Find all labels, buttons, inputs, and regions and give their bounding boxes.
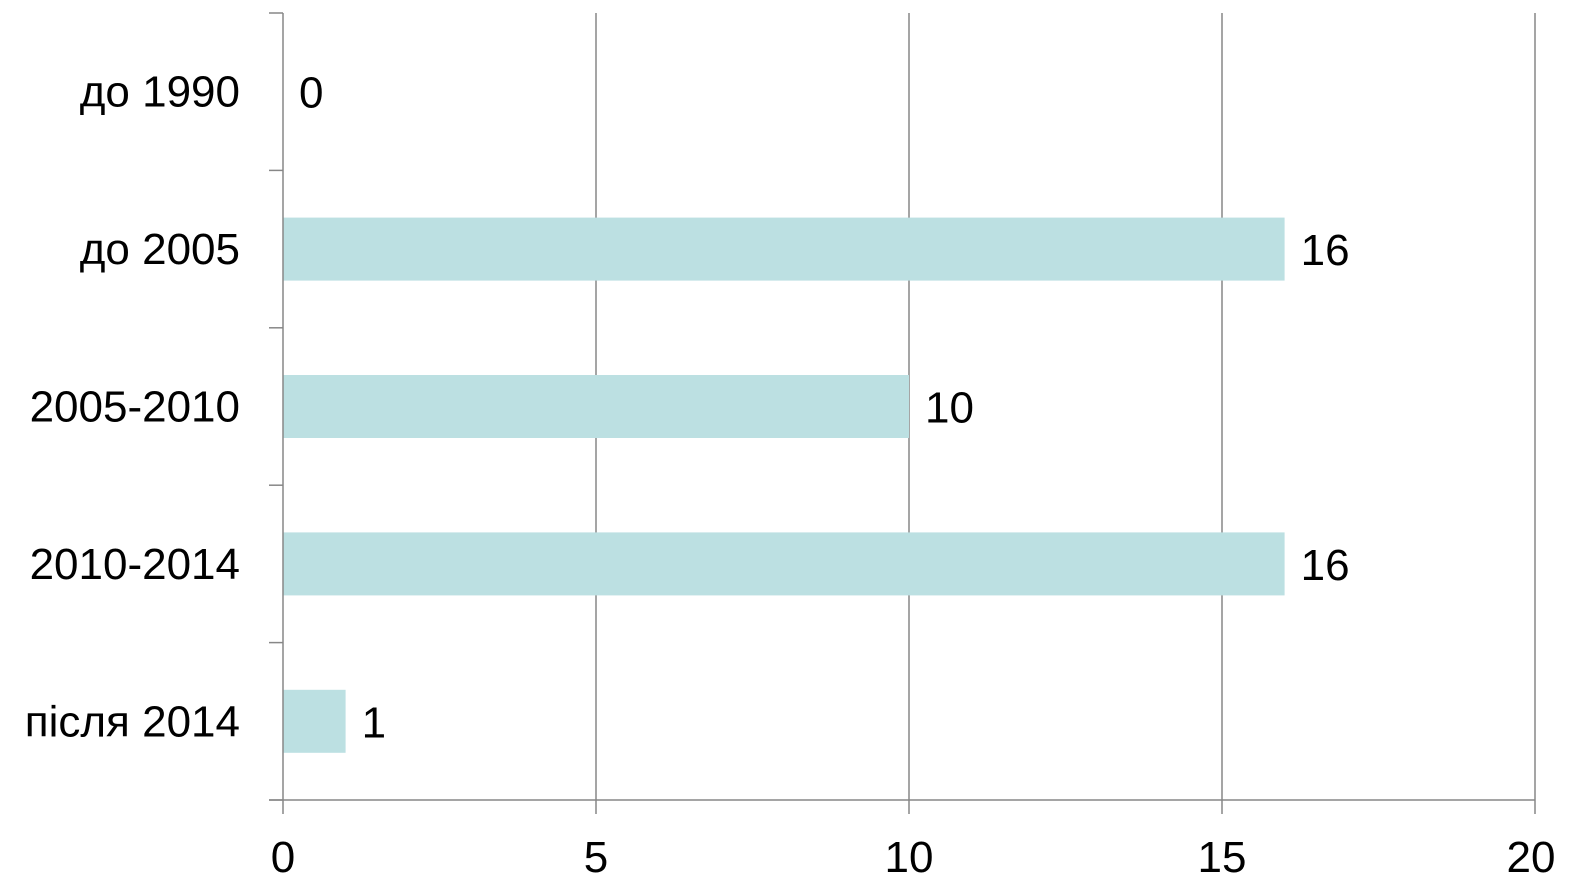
x-tick-label: 5	[584, 833, 608, 881]
category-label: 2005-2010	[30, 383, 240, 432]
bars	[283, 217, 1285, 753]
data-label: 0	[299, 69, 323, 118]
data-label: 16	[1301, 226, 1350, 275]
data-label: 10	[925, 384, 974, 433]
category-label: 2010-2014	[30, 540, 240, 589]
bar-3	[283, 532, 1285, 596]
data-label: 1	[362, 698, 386, 747]
x-tick-label: 15	[1198, 833, 1247, 881]
bar-4	[283, 689, 346, 753]
bar-2	[283, 375, 909, 438]
bar-1	[283, 217, 1285, 281]
x-tick-label: 20	[1507, 833, 1556, 881]
axes	[269, 12, 1536, 814]
x-tick-label: 10	[885, 833, 934, 881]
category-label: до 2005	[80, 225, 240, 274]
category-label: до 1990	[80, 68, 240, 117]
x-tick-label: 0	[271, 833, 295, 881]
data-label: 16	[1301, 541, 1350, 590]
category-label: після 2014	[25, 697, 240, 746]
